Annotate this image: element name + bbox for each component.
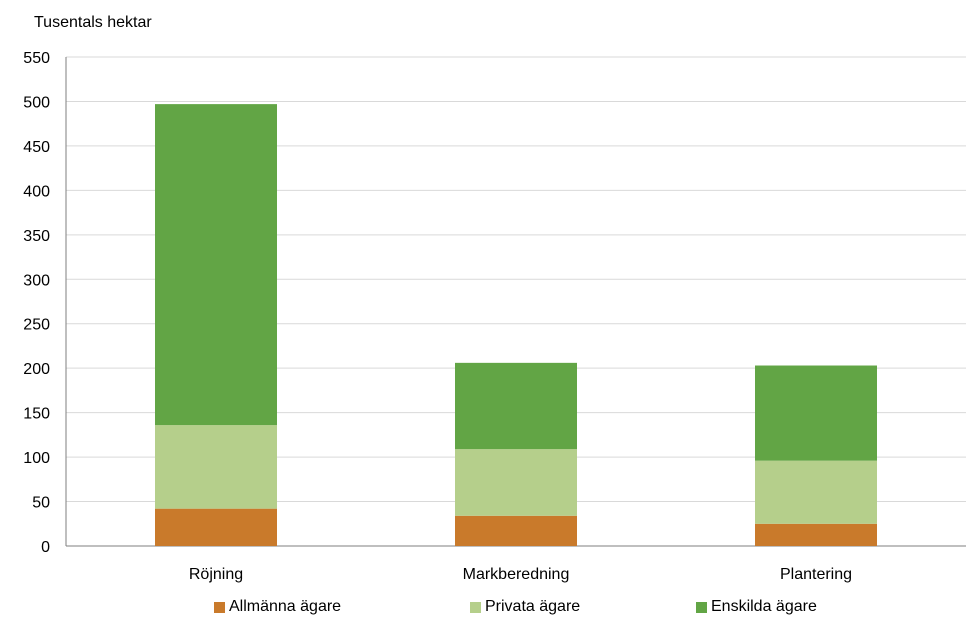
y-tick-label: 0 (41, 539, 50, 556)
x-tick-label: Plantering (780, 566, 852, 583)
y-tick-label: 400 (23, 183, 50, 200)
legend-swatch (696, 601, 707, 613)
legend-swatch (214, 601, 225, 613)
y-tick-label: 450 (23, 139, 50, 156)
legend-item-allmanna: Allmänna ägare (214, 598, 341, 616)
bar-segment-allmanna-1 (455, 515, 577, 546)
y-tick-label: 50 (32, 495, 50, 512)
x-tick-label: Röjning (189, 566, 243, 583)
legend-label: Enskilda ägare (711, 598, 817, 615)
legend-label: Allmänna ägare (229, 598, 342, 615)
x-tick-label: Markberedning (463, 566, 570, 583)
y-tick-label: 200 (23, 361, 50, 378)
stacked-bar-chart: 0 50 100 150 200 250 300 350 400 450 500 550 Röjning… (23, 50, 966, 583)
y-tick-label: 300 (23, 272, 50, 289)
legend-label: Privata ägare (485, 598, 581, 615)
bar-segment-privata-0 (155, 425, 277, 509)
y-tick-label: 350 (23, 228, 50, 245)
legend-item-privata: Privata ägare (470, 598, 580, 616)
bar-segment-allmanna-2 (755, 523, 877, 546)
y-tick-label: 500 (23, 94, 50, 111)
legend-swatch (470, 601, 481, 613)
y-tick-label: 250 (23, 317, 50, 334)
y-axis-label: Tusentals hektar (34, 14, 152, 31)
y-tick-label: 550 (23, 50, 50, 67)
legend-item-enskilda: Enskilda ägare (696, 598, 817, 616)
y-tick-label: 100 (23, 450, 50, 467)
bar-segment-enskilda-2 (755, 365, 877, 461)
y-tick-label: 150 (23, 406, 50, 423)
bar-segment-enskilda-1 (455, 362, 577, 450)
bar-segment-enskilda-0 (155, 104, 277, 426)
bar-segment-allmanna-0 (155, 508, 277, 546)
bar-segment-privata-1 (455, 449, 577, 516)
bar-segment-privata-2 (755, 460, 877, 524)
